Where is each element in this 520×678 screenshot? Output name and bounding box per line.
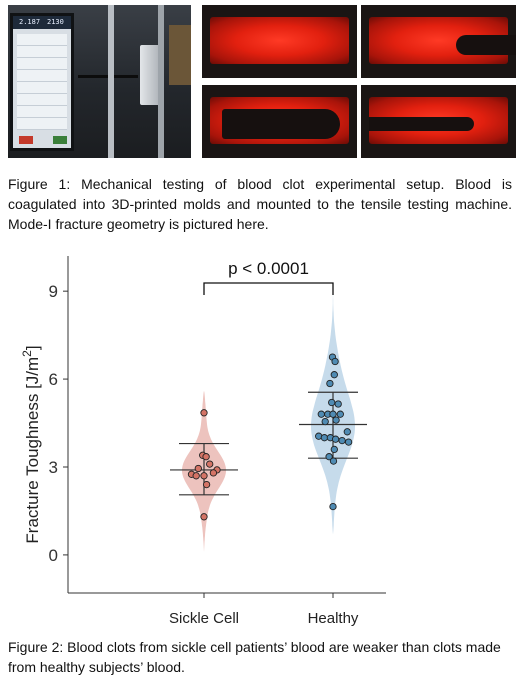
significance-label: p < 0.0001 (228, 259, 309, 278)
data-point (343, 428, 351, 436)
monitor-readout-1: 2.187 (19, 18, 41, 26)
data-point (338, 436, 346, 445)
figure2-caption: Figure 2: Blood clots from sickle cell p… (8, 639, 501, 675)
data-point (336, 410, 344, 418)
y-axis-label: Fracture Toughness [J/m2] (20, 345, 42, 543)
y-tick-label: 6 (49, 370, 58, 389)
plot-svg: 0 3 6 9 Sickle Cell Healthy Fracture Toughness… (20, 256, 386, 627)
data-point (334, 400, 342, 408)
data-point (206, 460, 214, 468)
data-point (202, 453, 210, 461)
data-point (330, 445, 338, 454)
testing-machine-photo: 2.187 2130 (8, 5, 191, 158)
data-point (200, 409, 208, 417)
clot-photo-intact (202, 5, 357, 78)
data-point (328, 398, 336, 407)
figure1-caption: Figure 1: Mechanical testing of blood cl… (8, 176, 512, 232)
clot-photo-crack-opening (202, 85, 357, 158)
data-point (202, 480, 211, 489)
y-tick-label: 3 (49, 458, 58, 477)
data-point (192, 472, 200, 480)
data-point (209, 469, 218, 477)
data-point (194, 464, 202, 473)
y-tick-label: 0 (49, 546, 58, 565)
data-point (331, 357, 339, 366)
data-point (325, 453, 333, 461)
x-tick-label: Sickle Cell (169, 610, 239, 627)
fracture-toughness-plot: 0 3 6 9 Sickle Cell Healthy Fracture Toughness… (20, 248, 390, 628)
data-point (200, 472, 208, 480)
data-point (329, 410, 337, 418)
y-tick-label: 9 (49, 282, 58, 301)
data-point (329, 502, 337, 511)
load-cell (140, 45, 162, 105)
clot-photo-fractured (361, 85, 516, 158)
monitor-screen: 2.187 2130 (10, 13, 74, 151)
data-point (317, 410, 325, 418)
data-point (200, 513, 208, 521)
data-point (344, 438, 353, 446)
data-point (326, 379, 334, 388)
data-point (321, 417, 329, 426)
data-point (320, 434, 329, 442)
data-point (329, 457, 338, 465)
x-tick-label: Healthy (308, 610, 359, 627)
significance-bracket (203, 282, 334, 295)
data-point (330, 371, 338, 379)
data-point (332, 416, 340, 424)
monitor-readout-2: 2130 (47, 18, 64, 26)
data-point (331, 435, 340, 443)
clot-photo-notched (361, 5, 516, 78)
